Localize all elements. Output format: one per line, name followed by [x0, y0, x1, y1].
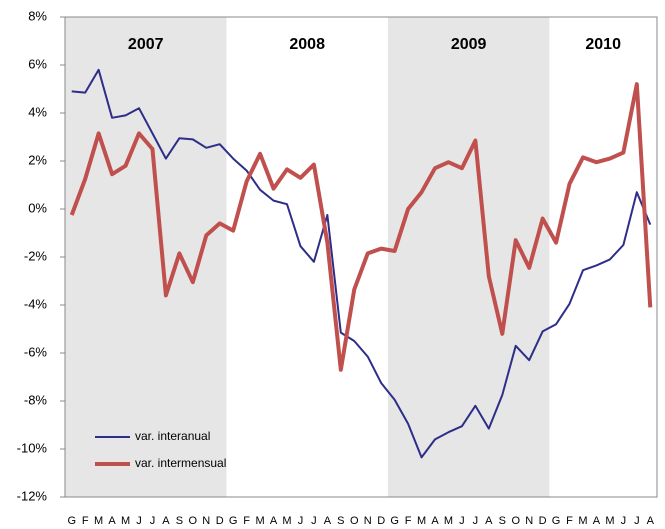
y-tick-label: -4%	[24, 296, 48, 311]
line-series	[69, 82, 653, 372]
x-tick-label: M	[605, 515, 614, 527]
x-tick-label: J	[634, 515, 640, 527]
x-tick-label: J	[311, 515, 317, 527]
x-tick-label: A	[647, 515, 655, 527]
x-tick-label: M	[417, 515, 426, 527]
x-tick-label: G	[67, 515, 76, 527]
x-tick-label: J	[150, 515, 156, 527]
x-tick-label: D	[216, 515, 224, 527]
x-tick-label: G	[229, 515, 238, 527]
legend-label: var. intermensual	[135, 456, 226, 470]
year-shade	[65, 17, 227, 497]
x-tick-label: A	[431, 515, 439, 527]
y-tick-label: 0%	[28, 200, 47, 215]
x-tick-label: M	[578, 515, 587, 527]
x-tick-label: F	[82, 515, 89, 527]
x-tick-label: J	[621, 515, 627, 527]
y-tick-label: 8%	[28, 8, 47, 23]
x-tick-label: O	[189, 515, 198, 527]
year-label: 2009	[451, 36, 487, 53]
y-tick-label: -8%	[24, 392, 48, 407]
y-tick-label: -6%	[24, 344, 48, 359]
x-tick-label: M	[282, 515, 291, 527]
line-series	[71, 68, 652, 459]
x-tick-label: J	[298, 515, 304, 527]
x-tick-label: J	[459, 515, 465, 527]
x-tick-label: M	[256, 515, 265, 527]
x-tick-label: G	[390, 515, 399, 527]
x-tick-label: A	[593, 515, 601, 527]
y-tick-label: -2%	[24, 248, 48, 263]
y-tick-label: -12%	[17, 488, 48, 503]
x-tick-label: A	[485, 515, 493, 527]
x-tick-label: A	[162, 515, 170, 527]
x-tick-label: F	[243, 515, 250, 527]
y-tick-label: 2%	[28, 152, 47, 167]
x-tick-label: S	[337, 515, 344, 527]
x-tick-label: F	[566, 515, 573, 527]
x-tick-label: A	[324, 515, 332, 527]
x-tick-label: O	[350, 515, 359, 527]
x-tick-label: N	[202, 515, 210, 527]
x-tick-label: S	[176, 515, 183, 527]
x-tick-label: N	[525, 515, 533, 527]
x-tick-label: N	[364, 515, 372, 527]
x-tick-label: J	[473, 515, 479, 527]
x-tick-label: A	[270, 515, 278, 527]
year-label: 2010	[585, 36, 621, 53]
x-tick-label: O	[511, 515, 520, 527]
x-tick-label: J	[136, 515, 142, 527]
legend-label: var. interanual	[135, 429, 210, 443]
year-label: 2008	[289, 36, 325, 53]
x-tick-label: M	[94, 515, 103, 527]
y-tick-label: -10%	[17, 440, 48, 455]
x-tick-label: F	[405, 515, 412, 527]
x-tick-label: S	[499, 515, 506, 527]
year-label: 2007	[128, 36, 164, 53]
x-tick-label: M	[121, 515, 130, 527]
x-tick-label: M	[444, 515, 453, 527]
y-tick-label: 6%	[28, 56, 47, 71]
x-tick-label: G	[552, 515, 561, 527]
x-tick-label: D	[377, 515, 385, 527]
x-tick-label: A	[108, 515, 116, 527]
x-tick-label: D	[539, 515, 547, 527]
y-tick-label: 4%	[28, 104, 47, 119]
